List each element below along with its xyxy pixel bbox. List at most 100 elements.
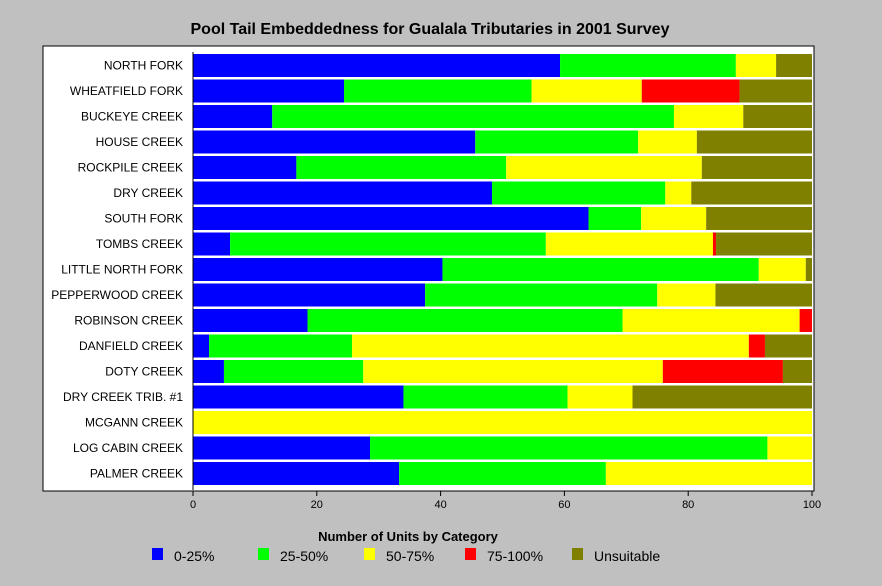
bar-segment <box>403 385 568 409</box>
category-label: PALMER CREEK <box>90 467 183 481</box>
bars-group <box>192 52 812 490</box>
bar-segment <box>399 462 606 485</box>
category-label: SOUTH FORK <box>104 212 183 226</box>
bar-segment <box>748 334 765 358</box>
bar-segment <box>588 207 642 230</box>
category-label: HOUSE CREEK <box>96 135 183 149</box>
bar-segment <box>706 207 812 230</box>
category-label: LITTLE NORTH FORK <box>61 263 183 277</box>
bar-segment <box>296 156 507 179</box>
bar-segment <box>545 232 713 256</box>
bar-segment <box>193 105 273 128</box>
bar-segment <box>193 79 345 103</box>
legend-title: Number of Units by Category <box>318 529 499 544</box>
bar-segment <box>193 283 426 307</box>
bar-segment <box>193 54 561 77</box>
bar-segment <box>475 130 639 154</box>
bar-segment <box>193 130 476 154</box>
category-label: LOG CABIN CREEK <box>73 441 183 455</box>
bar-segment <box>307 309 623 332</box>
bar-segment <box>712 232 717 256</box>
bar-segment <box>638 130 697 154</box>
bar-segment <box>701 156 812 179</box>
bar-segment <box>696 130 812 154</box>
bar-segment <box>622 309 800 332</box>
bar-segment <box>735 54 777 77</box>
bar-segment <box>193 309 308 332</box>
x-tick-label: 80 <box>682 499 694 511</box>
category-label: PEPPERWOOD CREEK <box>51 288 183 302</box>
legend-label: 50-75% <box>386 548 434 564</box>
bar-segment <box>425 283 658 307</box>
category-label: ROCKPILE CREEK <box>78 161 183 175</box>
legend-label: Unsuitable <box>594 548 660 564</box>
bar-segment <box>272 105 674 128</box>
bar-segment <box>767 436 812 460</box>
x-tick-label: 40 <box>434 499 446 511</box>
legend: 0-25% 25-50% 50-75% 75-100% Unsuitable <box>152 548 660 564</box>
chart-title: Pool Tail Embeddedness for Gualala Tribu… <box>191 21 670 38</box>
x-tick-label: 60 <box>558 499 570 511</box>
bar-segment <box>193 360 224 383</box>
bar-segment <box>352 334 749 358</box>
category-label: WHEATFIELD FORK <box>70 84 183 98</box>
bar-segment <box>209 334 353 358</box>
legend-label: 0-25% <box>174 548 214 564</box>
bar-segment <box>442 258 759 281</box>
bar-segment <box>193 436 371 460</box>
bar-segment <box>673 105 744 128</box>
bar-segment <box>560 54 736 77</box>
category-label: NORTH FORK <box>104 59 183 73</box>
bar-segment <box>223 360 364 383</box>
bar-segment <box>782 360 812 383</box>
x-tick-label: 0 <box>190 499 196 511</box>
legend-swatch <box>572 548 583 560</box>
x-axis: 0 20 40 60 80 100 <box>190 491 821 511</box>
category-label: DRY CREEK TRIB. #1 <box>63 390 183 404</box>
bar-segment <box>665 181 692 205</box>
category-label: MCGANN CREEK <box>85 416 183 430</box>
bar-segment <box>799 309 812 332</box>
bar-segment <box>193 411 812 434</box>
bar-segment <box>715 283 812 307</box>
bar-segment <box>641 207 707 230</box>
legend-swatch <box>465 548 476 560</box>
bar-segment <box>370 436 768 460</box>
legend-swatch <box>152 548 163 560</box>
bar-segment <box>632 385 812 409</box>
bar-segment <box>193 462 400 485</box>
bar-segment <box>567 385 633 409</box>
bar-segment <box>805 258 812 281</box>
category-label: DOTY CREEK <box>105 365 183 379</box>
bar-segment <box>716 232 812 256</box>
legend-swatch <box>364 548 375 560</box>
bar-segment <box>691 181 812 205</box>
bar-segment <box>491 181 666 205</box>
x-tick-label: 100 <box>803 499 821 511</box>
bar-segment <box>758 258 806 281</box>
bar-segment <box>193 258 443 281</box>
category-label: DRY CREEK <box>113 186 183 200</box>
bar-segment <box>764 334 812 358</box>
bar-segment <box>193 385 404 409</box>
bar-segment <box>739 79 812 103</box>
bar-segment <box>193 181 492 205</box>
category-labels: NORTH FORK WHEATFIELD FORK BUCKEYE CREEK HO… <box>51 59 183 481</box>
bar-segment <box>657 283 716 307</box>
category-label: DANFIELD CREEK <box>79 339 183 353</box>
bar-segment <box>743 105 812 128</box>
category-label: ROBINSON CREEK <box>74 314 183 328</box>
bar-segment <box>641 79 740 103</box>
legend-swatch <box>258 548 269 560</box>
bar-segment <box>506 156 702 179</box>
bar-segment <box>344 79 532 103</box>
category-label: TOMBS CREEK <box>96 237 183 251</box>
x-tick-label: 20 <box>311 499 323 511</box>
bar-segment <box>363 360 663 383</box>
category-label: BUCKEYE CREEK <box>81 110 183 124</box>
bar-segment <box>662 360 783 383</box>
bar-segment <box>605 462 812 485</box>
bar-segment <box>531 79 642 103</box>
